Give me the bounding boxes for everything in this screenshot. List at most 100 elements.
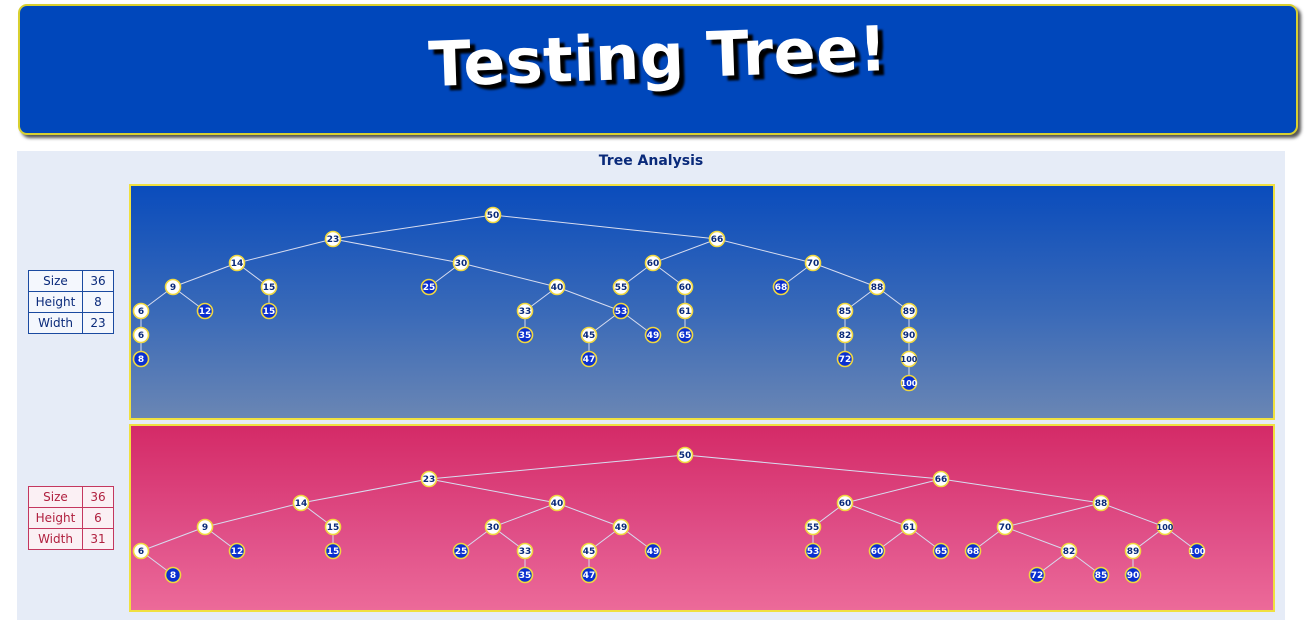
node-circle — [132, 326, 150, 344]
tree-edge — [1004, 502, 1102, 528]
node-value: 23 — [423, 475, 436, 485]
tree-node: 60 — [836, 494, 854, 512]
tree-node: 70 — [996, 518, 1014, 536]
node-value: 100 — [901, 355, 918, 364]
node-value: 12 — [199, 307, 212, 317]
node-value: 66 — [711, 235, 724, 245]
tree-node: 61 — [676, 302, 694, 320]
node-value: 35 — [519, 331, 532, 341]
node-value: 6 — [138, 331, 144, 341]
node-circle — [900, 350, 918, 368]
tree-node: 100 — [1157, 518, 1174, 536]
node-value: 70 — [999, 523, 1012, 533]
node-circle — [1188, 542, 1206, 560]
tree-edge — [556, 502, 622, 528]
stat-label: Size — [28, 486, 83, 508]
node-circle — [420, 470, 438, 488]
node-value: 60 — [679, 283, 692, 293]
stat-label: Height — [28, 291, 83, 313]
node-circle — [1060, 542, 1078, 560]
node-circle — [836, 302, 854, 320]
node-value: 30 — [487, 523, 500, 533]
tree-edge — [684, 454, 942, 480]
panel-title: Tree Analysis — [598, 153, 704, 169]
tree-node: 89 — [1124, 542, 1142, 560]
tree-edge — [204, 502, 302, 528]
node-circle — [228, 542, 246, 560]
node-value: 49 — [647, 331, 660, 341]
tree-node: 85 — [836, 302, 854, 320]
stat-row-size: Size 36 — [28, 270, 114, 292]
tree-leaf-node: 12 — [228, 542, 246, 560]
tree-leaf-node: 72 — [836, 350, 854, 368]
stat-row-size: Size 36 — [28, 486, 114, 508]
node-value: 100 — [1157, 523, 1174, 532]
node-circle — [580, 350, 598, 368]
tree-leaf-node: 100 — [1188, 542, 1206, 560]
tree-edge — [652, 238, 718, 264]
node-value: 88 — [1095, 499, 1108, 509]
tree-node: 15 — [260, 278, 278, 296]
node-circle — [132, 302, 150, 320]
tree-node: 66 — [932, 470, 950, 488]
node-value: 68 — [967, 547, 980, 557]
node-value: 72 — [839, 355, 852, 365]
tree-edge — [236, 238, 334, 264]
node-circle — [1092, 566, 1110, 584]
title-banner: Testing Tree! — [18, 4, 1298, 135]
tree-node: 89 — [900, 302, 918, 320]
node-circle — [836, 494, 854, 512]
node-circle — [708, 230, 726, 248]
node-value: 53 — [615, 307, 628, 317]
node-value: 100 — [1189, 547, 1206, 556]
tree-node: 40 — [548, 494, 566, 512]
node-circle — [900, 374, 918, 392]
node-circle — [836, 326, 854, 344]
node-circle — [676, 326, 694, 344]
node-value: 82 — [839, 331, 852, 341]
node-circle — [676, 278, 694, 296]
node-circle — [452, 254, 470, 272]
node-circle — [804, 542, 822, 560]
node-value: 60 — [839, 499, 852, 509]
node-value: 90 — [1127, 571, 1140, 581]
node-circle — [868, 542, 886, 560]
node-circle — [164, 278, 182, 296]
tree-edge — [332, 238, 462, 264]
node-value: 90 — [903, 331, 916, 341]
tree-leaf-node: 60 — [868, 542, 886, 560]
page-title: Testing Tree! — [427, 12, 889, 101]
tree-node: 14 — [228, 254, 246, 272]
node-circle — [1124, 542, 1142, 560]
tree-node: 70 — [804, 254, 822, 272]
tree-diagram-1: 50 23 66 14 30 60 70 9 15 25 40 55 60 68 88 6 12 15 33 53 61… — [129, 184, 1275, 420]
node-circle — [260, 278, 278, 296]
node-value: 45 — [583, 331, 596, 341]
tree-node: 60 — [644, 254, 662, 272]
tree-edge — [1100, 502, 1166, 528]
node-circle — [324, 542, 342, 560]
node-circle — [804, 518, 822, 536]
tree-node: 55 — [612, 278, 630, 296]
tree-edge — [844, 502, 910, 528]
node-circle — [900, 302, 918, 320]
node-value: 15 — [327, 523, 340, 533]
node-circle — [612, 278, 630, 296]
node-value: 14 — [295, 499, 308, 509]
tree-node: 33 — [516, 302, 534, 320]
tree-leaf-node: 15 — [260, 302, 278, 320]
tree-diagram-2: 50 23 66 14 40 60 88 9 15 30 49 55 61 70 100 6 12 15 25 33 4… — [129, 424, 1275, 612]
tree-edge — [492, 214, 718, 240]
node-value: 61 — [903, 523, 916, 533]
node-value: 89 — [1127, 547, 1140, 557]
node-circle — [772, 278, 790, 296]
tree-node: 14 — [292, 494, 310, 512]
node-circle — [612, 302, 630, 320]
tree-leaf-node: 8 — [164, 566, 182, 584]
node-value: 35 — [519, 571, 532, 581]
node-circle — [484, 518, 502, 536]
tree-node: 30 — [452, 254, 470, 272]
tree-node: 9 — [196, 518, 214, 536]
tree-node: 45 — [580, 542, 598, 560]
